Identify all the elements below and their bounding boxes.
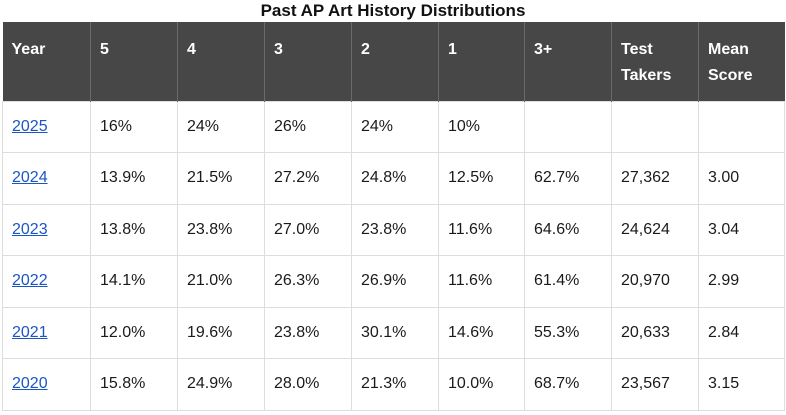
table-cell: 23.8% <box>177 203 265 256</box>
table-cell <box>698 100 785 153</box>
table-cell: 27.0% <box>264 203 352 256</box>
table-cell: 3.00 <box>698 152 785 205</box>
table-cell: 24% <box>177 100 265 153</box>
table-cell: 62.7% <box>524 152 612 205</box>
table-cell: 3.15 <box>698 358 785 411</box>
year-cell: 2022 <box>2 255 91 308</box>
table-cell: 28.0% <box>264 358 352 411</box>
table-row: 2024 13.9% 21.5% 27.2% 24.8% 12.5% 62.7%… <box>2 152 785 205</box>
year-cell: 2021 <box>2 306 91 359</box>
year-cell: 2023 <box>2 203 91 256</box>
table-row: 2020 15.8% 24.9% 28.0% 21.3% 10.0% 68.7%… <box>2 358 785 411</box>
table-cell: 20,633 <box>611 306 699 359</box>
table-cell: 13.8% <box>90 203 178 256</box>
year-cell: 2025 <box>2 100 91 153</box>
table-row: 2021 12.0% 19.6% 23.8% 30.1% 14.6% 55.3%… <box>2 306 785 359</box>
table-cell: 11.6% <box>438 203 525 256</box>
table-cell: 24.9% <box>177 358 265 411</box>
table-cell: 26.9% <box>351 255 439 308</box>
table-cell: 15.8% <box>90 358 178 411</box>
table-cell: 3.04 <box>698 203 785 256</box>
table-cell: 24.8% <box>351 152 439 205</box>
year-cell: 2020 <box>2 358 91 411</box>
table-cell: 24,624 <box>611 203 699 256</box>
distribution-table: Year 5 4 3 2 1 3+ Test Takers Mean Score 2… <box>2 22 785 411</box>
table-cell: 11.6% <box>438 255 525 308</box>
table-cell: 21.5% <box>177 152 265 205</box>
header-row: Year 5 4 3 2 1 3+ Test Takers Mean Score <box>2 22 785 101</box>
table-cell: 14.1% <box>90 255 178 308</box>
header-score-3: 3 <box>264 22 352 101</box>
table-cell: 12.0% <box>90 306 178 359</box>
header-mean-score: Mean Score <box>698 22 785 101</box>
table-cell: 64.6% <box>524 203 612 256</box>
table-cell: 30.1% <box>351 306 439 359</box>
table-cell: 12.5% <box>438 152 525 205</box>
header-3-plus: 3+ <box>524 22 612 101</box>
header-score-5: 5 <box>90 22 178 101</box>
table-cell: 13.9% <box>90 152 178 205</box>
table-cell: 27,362 <box>611 152 699 205</box>
table-cell: 16% <box>90 100 178 153</box>
table-cell: 68.7% <box>524 358 612 411</box>
table-row: 2025 16% 24% 26% 24% 10% <box>2 100 785 153</box>
table-title: Past AP Art History Distributions <box>260 1 526 20</box>
table-row: 2023 13.8% 23.8% 27.0% 23.8% 11.6% 64.6%… <box>2 203 785 256</box>
year-link[interactable]: 2025 <box>12 117 48 135</box>
table-cell: 61.4% <box>524 255 612 308</box>
table-cell <box>524 100 612 153</box>
table-cell: 19.6% <box>177 306 265 359</box>
table-cell: 23,567 <box>611 358 699 411</box>
year-link[interactable]: 2024 <box>12 169 48 187</box>
table-cell: 24% <box>351 100 439 153</box>
table-cell: 23.8% <box>264 306 352 359</box>
table-cell: 2.99 <box>698 255 785 308</box>
table-cell: 20,970 <box>611 255 699 308</box>
year-cell: 2024 <box>2 152 91 205</box>
table-cell: 27.2% <box>264 152 352 205</box>
year-link[interactable]: 2021 <box>12 323 48 341</box>
table-cell: 10% <box>438 100 525 153</box>
header-score-2: 2 <box>351 22 439 101</box>
table-cell: 26% <box>264 100 352 153</box>
year-link[interactable]: 2022 <box>12 272 48 290</box>
year-link[interactable]: 2023 <box>12 220 48 238</box>
header-test-takers: Test Takers <box>611 22 699 101</box>
year-link[interactable]: 2020 <box>12 375 48 393</box>
table-cell: 10.0% <box>438 358 525 411</box>
table-cell: 23.8% <box>351 203 439 256</box>
table-cell <box>611 100 699 153</box>
table-cell: 21.0% <box>177 255 265 308</box>
header-score-4: 4 <box>177 22 265 101</box>
table-cell: 26.3% <box>264 255 352 308</box>
header-score-1: 1 <box>438 22 525 101</box>
header-year: Year <box>2 22 91 101</box>
table-cell: 2.84 <box>698 306 785 359</box>
table-cell: 21.3% <box>351 358 439 411</box>
table-row: 2022 14.1% 21.0% 26.3% 26.9% 11.6% 61.4%… <box>2 255 785 308</box>
table-cell: 14.6% <box>438 306 525 359</box>
table-cell: 55.3% <box>524 306 612 359</box>
